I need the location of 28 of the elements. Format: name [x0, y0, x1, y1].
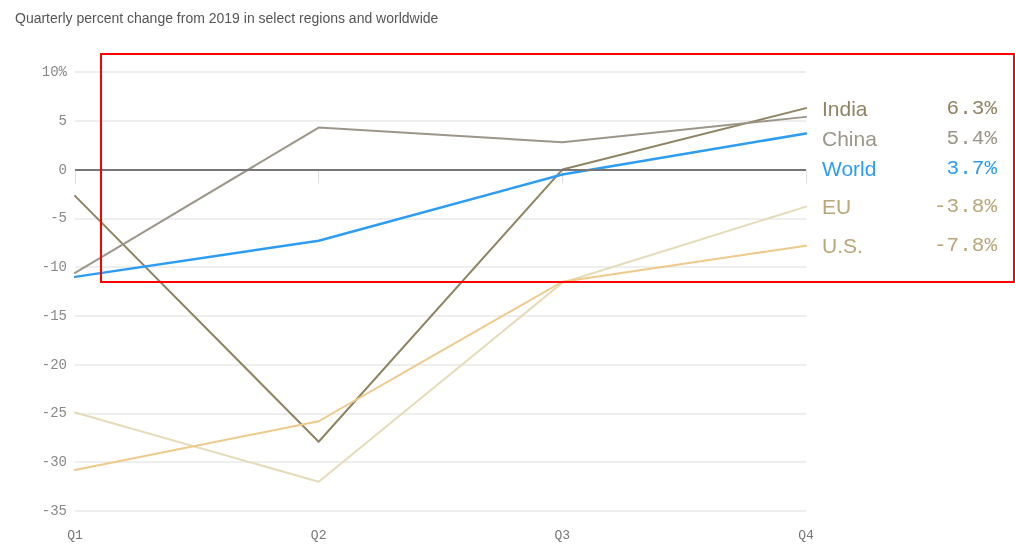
text: 5.4% [946, 126, 998, 150]
x-tick-label: Q2 [310, 528, 327, 543]
x-tick-label: Q4 [798, 528, 814, 543]
x-tick-label: Q3 [554, 528, 571, 543]
y-tick-label: -25 [41, 405, 67, 422]
y-tick-label: -35 [41, 503, 67, 519]
text: 3.7% [946, 156, 998, 180]
y-tick-label: 0 [58, 161, 67, 178]
series-label: World [822, 156, 877, 180]
y-tick-label: -20 [41, 356, 67, 373]
text: -3.8% [933, 195, 998, 219]
series-label: China [822, 126, 878, 150]
series-label: U.S. [822, 234, 863, 258]
x-tick-label: Q1 [67, 528, 83, 543]
y-tick-label: -5 [50, 210, 67, 227]
text: -7.8% [933, 234, 998, 258]
series-label: EU [822, 195, 852, 219]
y-tick-label: -10 [41, 259, 67, 276]
line-series [74, 244, 807, 472]
chart-title: Quarterly percent change from 2019 in select regions and worldwide [15, 10, 439, 26]
line-series [74, 205, 807, 483]
y-tick-label: 10% [41, 64, 68, 80]
text: 6.3% [946, 96, 998, 120]
y-tick-label: -30 [41, 454, 67, 471]
series-label: India [822, 96, 868, 120]
y-tick-label: 5 [58, 112, 67, 129]
line-series [74, 107, 807, 443]
y-tick-label: -15 [41, 307, 67, 324]
